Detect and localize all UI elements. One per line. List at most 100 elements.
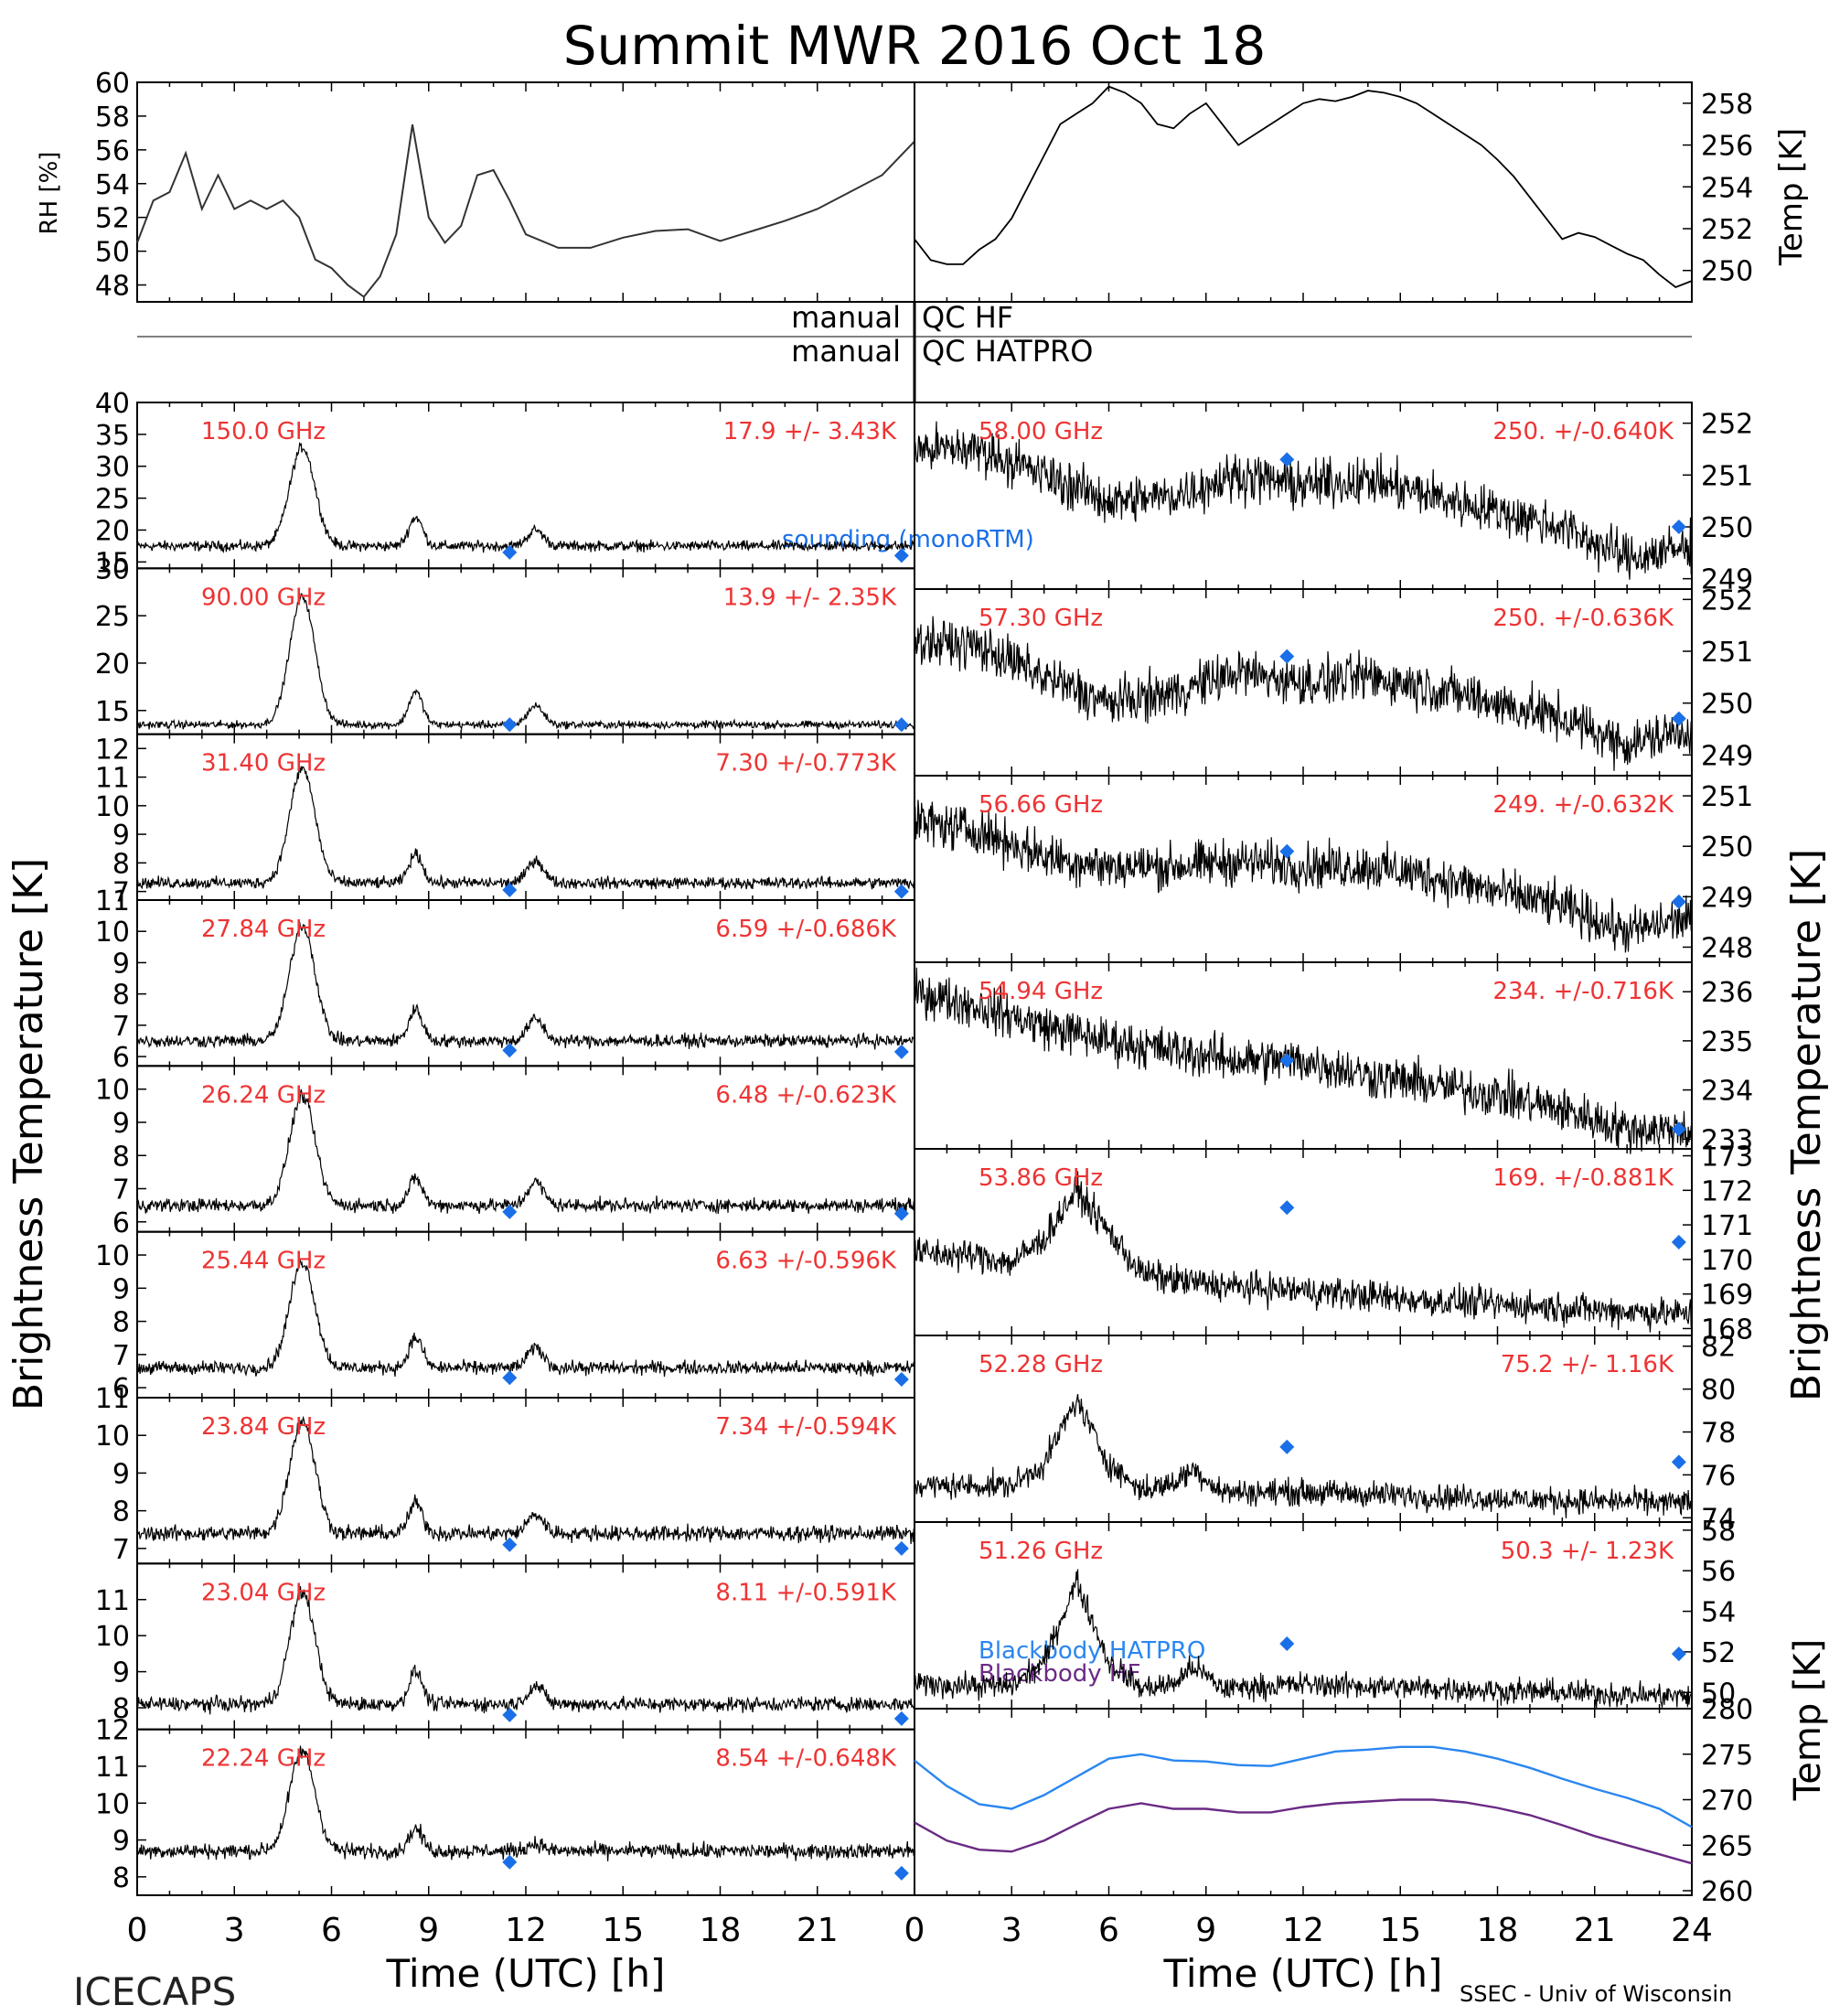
right-panel-5-sounding-point-1 <box>1671 1454 1686 1470</box>
rh-panel-ytick-label: 52 <box>95 203 130 235</box>
rh-panel-series-0 <box>136 124 915 298</box>
left-panel-8-series-0 <box>136 1745 915 1861</box>
right-panel-0-sounding-point-1 <box>1671 520 1686 534</box>
left-panel-2-sounding-point-0 <box>502 883 518 898</box>
right-panel-6-ytick-label: 52 <box>1701 1637 1736 1669</box>
left-panel-7-sounding-point-0 <box>502 1707 518 1722</box>
left-panel-1-freq-label: 90.00 GHz <box>201 584 326 611</box>
right-panel-5-freq-label: 52.28 GHz <box>979 1351 1103 1378</box>
right-panel-2-ytick-label: 251 <box>1701 781 1753 813</box>
blackbody-panel-ytick-label: 275 <box>1701 1740 1753 1772</box>
left-panel-2-ytick-label: 7 <box>112 877 130 909</box>
left-panel-1-ytick-label: 15 <box>95 696 130 728</box>
right-panel-5-ytick-label: 74 <box>1701 1503 1736 1535</box>
right-panel-0-freq-label: 58.00 GHz <box>979 418 1103 445</box>
right-panel-3-sounding-point-0 <box>1279 1053 1295 1068</box>
left-panel-5-freq-label: 25.44 GHz <box>201 1248 326 1275</box>
rh-panel-ytick-label: 56 <box>95 135 130 167</box>
left-panel-3-ytick-label: 8 <box>112 980 130 1012</box>
left-panel-6-sounding-point-0 <box>502 1537 518 1552</box>
left-panel-1-sounding-point-1 <box>893 717 909 733</box>
right-panel-1-freq-label: 57.30 GHz <box>979 605 1103 632</box>
left-panel-6-ytick-label: 9 <box>112 1458 130 1490</box>
left-panel-7-ytick-label: 11 <box>95 1585 130 1617</box>
left-panel-6-ytick-label: 10 <box>95 1421 130 1453</box>
right-panel-6-ytick-label: 50 <box>1701 1678 1736 1710</box>
right-panel-3-freq-label: 54.94 GHz <box>979 978 1103 1005</box>
right-panel-1-ytick-label: 249 <box>1701 740 1753 772</box>
right-panel-4-freq-label: 53.86 GHz <box>979 1164 1103 1192</box>
left-panel-0-ytick-label: 15 <box>95 547 130 579</box>
left-panel-2-ytick-label: 10 <box>95 791 130 823</box>
left-panel-4-series-0 <box>136 1088 915 1215</box>
right-panel-1-ytick-label: 252 <box>1701 584 1753 617</box>
right-panel-3-sounding-point-1 <box>1671 1121 1686 1137</box>
x-tick-label-left-7: 21 <box>797 1912 839 1949</box>
temp-axis-label: Temp [K] <box>1773 128 1810 266</box>
right-panel-5-series-0 <box>914 1394 1693 1518</box>
right-panel-4-ytick-label: 172 <box>1701 1175 1753 1207</box>
left-panel-8-sounding-point-0 <box>502 1854 518 1870</box>
x-tick-label-right-3: 9 <box>1195 1912 1216 1949</box>
right-panel-4-ytick-label: 173 <box>1701 1142 1753 1174</box>
x-tick-label-right-0: 0 <box>904 1912 925 1949</box>
left-panel-3-ytick-label: 9 <box>112 948 130 980</box>
x-tick-label-right-1: 3 <box>1001 1912 1022 1949</box>
x-tick-label-left-1: 3 <box>224 1912 245 1949</box>
qc-hf-label: QC HF <box>922 300 1013 335</box>
right-panel-5-ytick-label: 78 <box>1701 1418 1736 1450</box>
right-panel-0-ytick-label: 251 <box>1701 460 1753 492</box>
x-tick-label-right-5: 15 <box>1379 1912 1421 1949</box>
qc-hf-manual-label: manual <box>791 300 901 335</box>
x-tick-label-right-7: 21 <box>1574 1912 1616 1949</box>
left-panel-4-ytick-label: 6 <box>112 1207 130 1239</box>
left-panel-5-ytick-label: 7 <box>112 1340 130 1372</box>
right-panel-3-ytick-label: 235 <box>1701 1026 1753 1058</box>
right-panel-2-sounding-point-1 <box>1671 894 1686 909</box>
right-panel-4-ytick-label: 170 <box>1701 1245 1753 1277</box>
left-panel-7-sounding-point-1 <box>893 1710 909 1726</box>
right-panel-2-ytick-label: 249 <box>1701 882 1753 914</box>
left-panel-2-ytick-label: 12 <box>95 734 130 766</box>
rh-panel-ytick-label: 60 <box>95 68 130 100</box>
left-panel-1-stat-label: 13.9 +/- 2.35K <box>723 584 897 611</box>
left-panel-5-ytick-label: 6 <box>112 1373 130 1405</box>
left-panel-5-sounding-point-1 <box>893 1372 909 1388</box>
bb-temp-axis-label: Temp [K] <box>1787 1639 1829 1802</box>
rh-axis-label: RH [%] <box>36 152 63 235</box>
right-panel-3-stat-label: 234. +/-0.716K <box>1492 978 1674 1005</box>
right-panel-0-ytick-label: 252 <box>1701 409 1753 441</box>
left-panel-6-series-0 <box>136 1415 915 1545</box>
right-panel-3-ytick-label: 236 <box>1701 977 1753 1009</box>
left-panel-1-series-0 <box>136 593 915 732</box>
right-panel-4-sounding-point-1 <box>1671 1235 1686 1249</box>
left-panel-0-ytick-label: 25 <box>95 484 130 516</box>
left-panel-8-sounding-point-1 <box>893 1865 909 1881</box>
x-tick-label-left-4: 12 <box>505 1912 547 1949</box>
left-panel-5-sounding-point-0 <box>502 1370 518 1386</box>
left-panel-3-freq-label: 27.84 GHz <box>201 916 326 943</box>
left-panel-6-stat-label: 7.34 +/-0.594K <box>715 1413 897 1441</box>
blackbody-panel-ytick-label: 265 <box>1701 1830 1753 1862</box>
left-panel-2-freq-label: 31.40 GHz <box>201 750 326 777</box>
rh-panel-ytick-label: 58 <box>95 102 130 134</box>
right-panel-5-sounding-point-0 <box>1279 1439 1295 1454</box>
left-panel-4-ytick-label: 10 <box>95 1075 130 1107</box>
right-panel-3-ytick-label: 234 <box>1701 1076 1753 1108</box>
left-panel-4-ytick-label: 7 <box>112 1174 130 1206</box>
left-panel-7-stat-label: 8.11 +/-0.591K <box>715 1579 897 1606</box>
right-panel-0-stat-label: 250. +/-0.640K <box>1492 418 1674 445</box>
left-panel-0-ytick-label: 20 <box>95 515 130 547</box>
legend-bb-hatpro: Blackbody HATPRO <box>979 1637 1205 1665</box>
left-panel-2-series-0 <box>136 766 915 890</box>
right-panel-4-series-0 <box>914 1171 1693 1333</box>
temp-panel-ytick-label: 250 <box>1701 256 1753 288</box>
left-panel-5-ytick-label: 10 <box>95 1240 130 1272</box>
left-panel-5-stat-label: 6.63 +/-0.596K <box>715 1248 897 1275</box>
left-panel-3-ytick-label: 11 <box>95 885 130 917</box>
right-panel-6-series-0 <box>914 1569 1693 1708</box>
left-panel-8-freq-label: 22.24 GHz <box>201 1745 326 1773</box>
left-panel-4-ytick-label: 8 <box>112 1141 130 1173</box>
left-panel-3-ytick-label: 6 <box>112 1042 130 1074</box>
